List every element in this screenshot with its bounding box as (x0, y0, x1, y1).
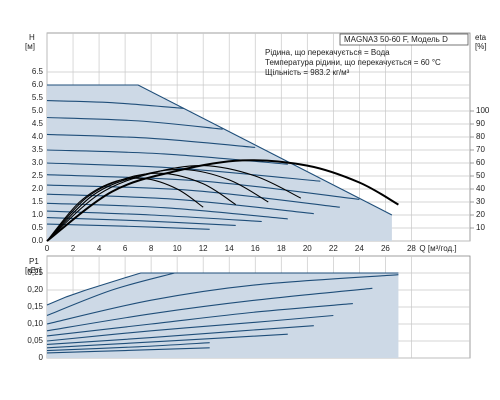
y-tick-label: 3.5 (32, 145, 44, 154)
curve (46, 325, 314, 345)
y2-tick-label: 60 (476, 158, 485, 167)
curve (46, 342, 210, 352)
y-tick-label: 0,05 (27, 336, 43, 345)
x-tick-label: 18 (277, 244, 286, 253)
efficiency-curve (46, 165, 302, 242)
y2-tick-label: 20 (476, 210, 485, 219)
x-axis-label: Q [м³/год.] (419, 244, 456, 253)
y2-tick-label: 80 (476, 132, 485, 141)
curve (46, 184, 340, 208)
y2-tick-label: 10 (476, 223, 485, 232)
y2-tick-label: 100 (476, 106, 490, 115)
x-tick-label: 8 (149, 244, 154, 253)
y-tick-label: 0,15 (27, 302, 43, 311)
y-axis-label: H (29, 33, 35, 42)
annotation: Температура рідини, що перекачується = 6… (265, 58, 441, 67)
x-tick-label: 0 (45, 244, 50, 253)
y2-axis-unit: [%] (475, 42, 487, 51)
y-tick-label: 4.0 (32, 132, 44, 141)
curve (46, 193, 314, 215)
annotation: Рідина, що перекачується = Вода (265, 48, 390, 57)
curve (46, 133, 256, 148)
y-tick-label: 0,25 (27, 268, 43, 277)
y-tick-label: 3.0 (32, 158, 44, 167)
x-tick-label: 22 (329, 244, 338, 253)
y-axis-label: P1 (29, 257, 39, 266)
y-tick-label: 1.5 (32, 197, 44, 206)
y-tick-label: 0.5 (32, 223, 44, 232)
x-tick-label: 28 (407, 244, 416, 253)
title-box (339, 33, 469, 46)
x-tick-label: 4 (97, 244, 102, 253)
y-tick-label: 0.0 (32, 236, 44, 245)
curve (46, 333, 288, 349)
curve (46, 149, 288, 165)
x-tick-label: 12 (199, 244, 208, 253)
curve (46, 202, 288, 220)
x-tick-label: 10 (173, 244, 182, 253)
y-tick-label: 0,10 (27, 319, 43, 328)
curve (46, 174, 360, 200)
efficiency-curve (46, 159, 399, 242)
y2-tick-label: 90 (476, 119, 485, 128)
x-tick-label: 20 (303, 244, 312, 253)
y-tick-label: 2.5 (32, 171, 44, 180)
y-axis-unit: [кВт] (25, 266, 42, 275)
curve (47, 84, 393, 216)
y-tick-label: 2.0 (32, 184, 44, 193)
curve (46, 314, 334, 342)
x-tick-label: 16 (251, 244, 260, 253)
y-tick-label: 6.5 (32, 67, 44, 76)
efficiency-curve (46, 168, 269, 242)
chart-title: MAGNA3 50-60 F, Модель D (344, 35, 448, 44)
curve (46, 162, 321, 182)
x-tick-label: 14 (225, 244, 234, 253)
curve (46, 287, 373, 332)
x-tick-label: 26 (381, 244, 390, 253)
y-tick-label: 5.5 (32, 93, 44, 102)
efficiency-curve (46, 177, 204, 242)
x-tick-label: 24 (355, 244, 364, 253)
curve (46, 272, 399, 306)
efficiency-curve (46, 172, 237, 242)
curve (46, 116, 223, 130)
y2-tick-label: 70 (476, 145, 485, 154)
y2-axis-label: eta (475, 33, 487, 42)
y2-tick-label: 40 (476, 184, 485, 193)
y2-tick-label: 50 (476, 171, 485, 180)
x-tick-label: 2 (71, 244, 76, 253)
y-tick-label: 1.0 (32, 210, 44, 219)
y-tick-label: 0 (39, 353, 44, 362)
y-tick-label: 5.0 (32, 106, 44, 115)
x-tick-label: 6 (123, 244, 128, 253)
curve (46, 272, 175, 317)
y2-tick-label: 30 (476, 197, 485, 206)
y-tick-label: 4.5 (32, 119, 44, 128)
y-axis-unit: [м] (25, 42, 35, 51)
curve (46, 100, 184, 109)
y-tick-label: 6.0 (32, 80, 44, 89)
curve (46, 274, 399, 325)
curve (46, 347, 210, 354)
curve (46, 303, 353, 337)
annotation: Щільність = 983.2 кг/м³ (265, 68, 350, 77)
y-tick-label: 0,20 (27, 285, 43, 294)
